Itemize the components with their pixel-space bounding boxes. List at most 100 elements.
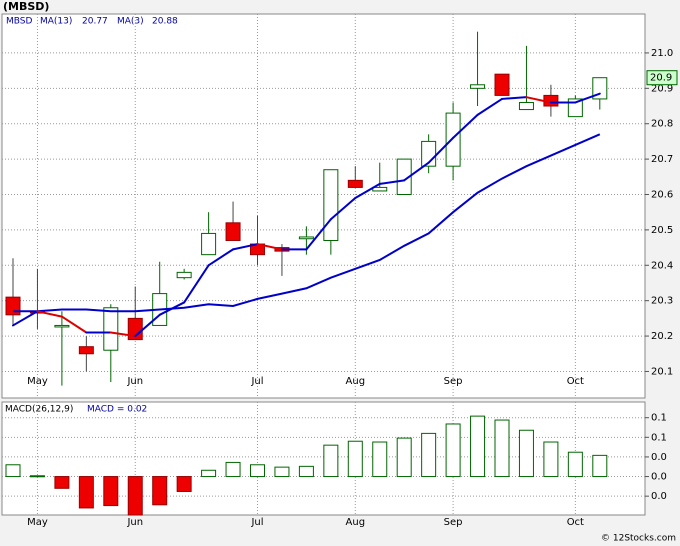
macd-bar [567, 451, 583, 478]
macd-bar [274, 466, 290, 478]
candle-body [445, 112, 461, 167]
candle-body [323, 169, 339, 242]
candle-body [518, 101, 534, 111]
ma-segment [158, 301, 186, 316]
x-tick-label: Oct [567, 376, 584, 387]
legend-ma3-value: 20.88 [152, 17, 178, 27]
macd-bar [347, 440, 363, 478]
macd-bar [201, 469, 217, 478]
ma-segment [183, 264, 210, 304]
macd-bar [421, 432, 437, 478]
candle-body [347, 179, 363, 188]
ma-segment [354, 182, 381, 200]
y-tick-label: 0.0 [651, 452, 667, 463]
legend-ma13: MA(13) [40, 17, 72, 27]
macd-legend-value: MACD = 0.02 [87, 405, 147, 415]
macd-bar [592, 454, 608, 478]
ma-segment [305, 218, 332, 251]
y-tick-label: 0.1 [651, 432, 667, 443]
candle-body [103, 307, 119, 351]
candle-body [470, 84, 486, 89]
last-price-label: 20.9 [650, 73, 672, 84]
candle-body [592, 77, 608, 100]
macd-bar [29, 475, 45, 478]
macd-bar [396, 437, 412, 478]
x-tick-label: Jun [126, 376, 143, 387]
y-tick-label: 0.0 [651, 491, 667, 502]
macd-bar [54, 476, 70, 489]
candle-body [54, 324, 70, 328]
y-tick-label: 0.1 [651, 413, 667, 424]
macd-bar [78, 476, 94, 509]
macd-bar [323, 444, 339, 478]
y-tick-label: 20.3 [651, 296, 673, 307]
y-tick-label: 21.0 [651, 48, 673, 59]
last-price-box [646, 70, 678, 86]
macd-bar [445, 423, 461, 478]
candle-body [225, 222, 241, 242]
ma-segment [12, 310, 39, 327]
x-tick-label: Aug [346, 376, 366, 387]
y-tick-label: 20.9 [651, 83, 673, 94]
ma-segment [232, 243, 259, 251]
x-tick-label: Jul [250, 517, 263, 528]
macd-legend-name: MACD(26,12,9) [5, 405, 73, 415]
x-tick-label: Jul [250, 376, 263, 387]
ma-segment [329, 197, 357, 221]
legend-ma3: MA(3) [117, 17, 144, 27]
x-tick-label: Oct [567, 517, 584, 528]
y-tick-label: 20.5 [651, 225, 673, 236]
macd-bar [470, 415, 486, 478]
macd-bar [127, 476, 143, 516]
x-tick-label: May [27, 376, 48, 387]
candle-body [176, 271, 192, 279]
x-tick-label: Jun [126, 517, 143, 528]
ma-segment [403, 161, 430, 182]
legend-ma13-value: 20.77 [82, 17, 108, 27]
y-tick-label: 20.2 [651, 331, 673, 342]
candle-body [201, 232, 217, 256]
x-tick-label: May [27, 517, 48, 528]
ma-line [13, 133, 601, 313]
ma-segment [378, 179, 406, 185]
candle-body [494, 73, 510, 96]
ma-segment [452, 113, 479, 139]
ma-segment [256, 243, 283, 251]
ma-segment [574, 92, 601, 104]
macd-bar [250, 464, 265, 478]
ma-segment [109, 331, 137, 338]
ma-segment [36, 310, 63, 318]
ma-segment [134, 313, 161, 338]
macd-bar [5, 464, 21, 478]
macd-bar [103, 476, 119, 507]
legend-symbol: MBSD [6, 17, 32, 27]
macd-bar [225, 461, 241, 478]
macd-bar [518, 429, 534, 478]
y-tick-label: 20.6 [651, 189, 673, 200]
ma-segment [207, 248, 235, 267]
chart-title: (MBSD) [3, 0, 49, 13]
candle-body [298, 236, 314, 240]
macd-bar [494, 419, 510, 478]
candle-body [372, 186, 388, 192]
y-tick-label: 20.7 [651, 154, 673, 165]
candle-body [78, 346, 94, 355]
ma-segment [501, 96, 528, 100]
ma-segment [427, 136, 455, 164]
y-tick-label: 20.8 [651, 119, 673, 130]
y-tick-label: 20.1 [651, 366, 673, 377]
x-tick-label: Sep [444, 376, 463, 387]
y-tick-label: 20.4 [651, 260, 673, 271]
ma-segment [525, 96, 552, 104]
x-tick-label: Aug [346, 517, 366, 528]
macd-bar [176, 476, 192, 492]
x-tick-label: Sep [444, 517, 463, 528]
ma-segment [476, 97, 503, 116]
macd-bar [298, 465, 314, 478]
y-tick-label: 0.0 [651, 472, 667, 483]
macd-bar [543, 441, 559, 478]
ma-segment [60, 315, 88, 334]
macd-bar [152, 476, 168, 506]
footer: © 12Stocks.com [601, 534, 676, 544]
